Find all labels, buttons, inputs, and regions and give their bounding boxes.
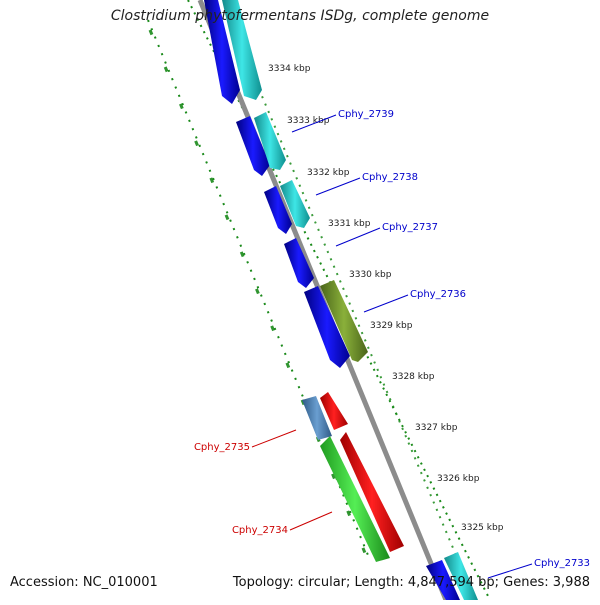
- reverse-strand-genes: [302, 392, 404, 562]
- reverse-leaders: [251, 429, 333, 531]
- scale-labels: 3334 kbp 3333 kbp 3332 kbp 3331 kbp 3330…: [268, 64, 504, 533]
- forward-gene-blue: [204, 0, 240, 104]
- scale-label: 3328 kbp: [392, 372, 435, 382]
- forward-gene-blue: [264, 186, 292, 234]
- scale-label: 3331 kbp: [328, 219, 371, 229]
- scale-label: 3333 kbp: [287, 116, 330, 126]
- forward-gene-blue: [426, 560, 460, 600]
- gene-label-cphy-2737: Cphy_2737: [382, 222, 438, 233]
- forward-gene-cyan: [254, 112, 286, 170]
- reverse-gene-red: [340, 432, 404, 552]
- forward-gene-blue: [284, 238, 314, 288]
- gene-label-cphy-2738: Cphy_2738: [362, 172, 418, 183]
- scale-label: 3330 kbp: [349, 270, 392, 280]
- reverse-gene-labels: Cphy_2735 Cphy_2734: [194, 442, 288, 536]
- scale-label: 3329 kbp: [370, 321, 413, 331]
- forward-gene-blue: [304, 286, 350, 368]
- scale-label: 3327 kbp: [415, 423, 458, 433]
- forward-gene-labels: Cphy_2739 Cphy_2738 Cphy_2737 Cphy_2736 …: [338, 109, 590, 569]
- scale-label: 3334 kbp: [268, 64, 311, 74]
- scale-label: 3332 kbp: [307, 168, 350, 178]
- forward-gene-blue: [236, 116, 270, 176]
- gene-label-cphy-2733: Cphy_2733: [534, 558, 590, 569]
- reverse-gene-steelblue: [302, 396, 332, 440]
- forward-strand-genes: [204, 0, 478, 600]
- scale-label: 3325 kbp: [461, 523, 504, 533]
- forward-gene-cyan: [222, 0, 262, 100]
- gene-label-cphy-2735: Cphy_2735: [194, 442, 250, 453]
- forward-gene-cyan: [280, 180, 310, 228]
- forward-leaders: [291, 114, 533, 579]
- accession-text: Accession: NC_010001: [10, 575, 158, 590]
- reverse-gene-green: [320, 436, 390, 562]
- scale-label: 3326 kbp: [437, 474, 480, 484]
- gene-label-cphy-2734: Cphy_2734: [232, 525, 288, 536]
- gene-label-cphy-2736: Cphy_2736: [410, 289, 466, 300]
- reverse-gene-red: [320, 392, 348, 430]
- forward-gene-cyan: [444, 552, 478, 600]
- gene-label-cphy-2739: Cphy_2739: [338, 109, 394, 120]
- forward-gene-olive: [320, 280, 368, 362]
- genome-title: Clostridium phytofermentans ISDg, comple…: [110, 8, 490, 24]
- genome-summary-text: Topology: circular; Length: 4,847,594 bp…: [232, 575, 590, 590]
